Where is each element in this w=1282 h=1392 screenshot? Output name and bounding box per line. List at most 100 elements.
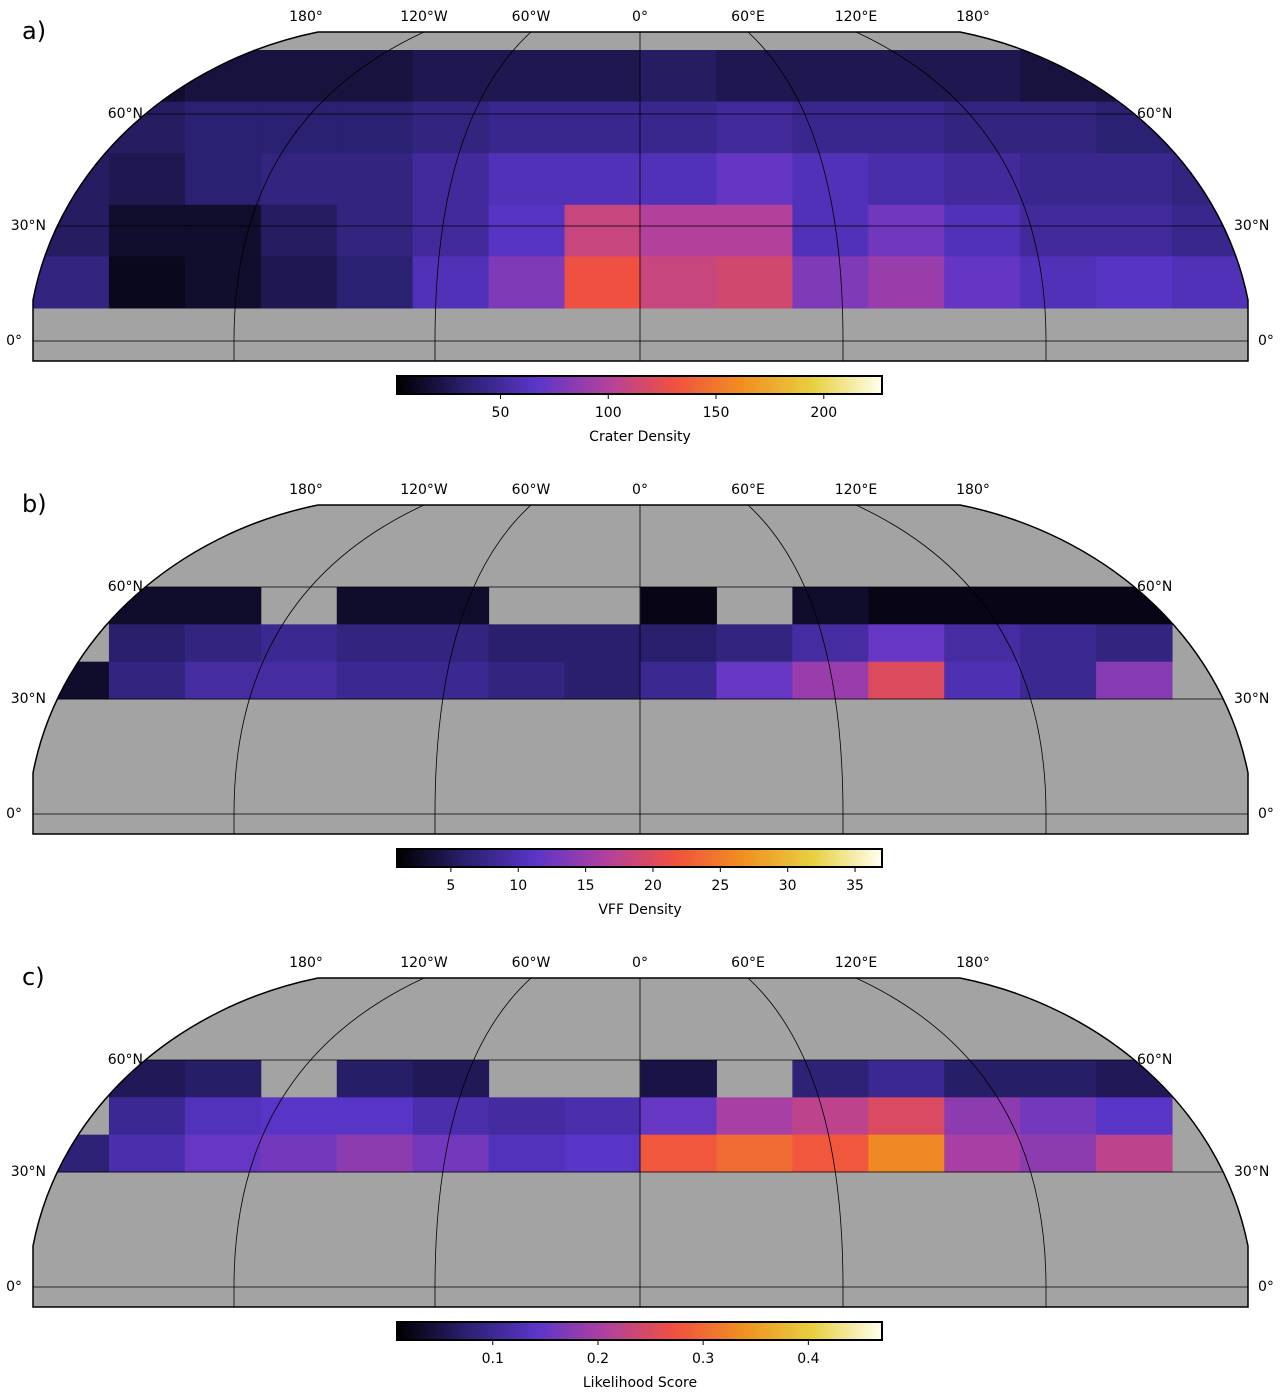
heat-cell bbox=[413, 153, 489, 205]
heat-cell bbox=[944, 1060, 1020, 1098]
heat-cell bbox=[868, 624, 944, 662]
heat-cell bbox=[716, 50, 792, 102]
longitude-label: 180° bbox=[956, 955, 990, 971]
heat-cell bbox=[489, 50, 565, 102]
heat-cell bbox=[1020, 256, 1096, 308]
colorbar-tick-label: 100 bbox=[595, 405, 622, 421]
longitude-label: 180° bbox=[289, 482, 323, 498]
latitude-label: 60°N bbox=[108, 1052, 143, 1068]
heat-cell bbox=[1096, 1135, 1172, 1173]
latitude-label: 60°N bbox=[1137, 106, 1172, 122]
heat-cell bbox=[716, 256, 792, 308]
heat-cell bbox=[1020, 153, 1096, 205]
longitude-label: 120°W bbox=[400, 9, 448, 25]
colorbar-tick-label: 0.3 bbox=[692, 1351, 714, 1367]
heat-cell bbox=[641, 1135, 717, 1173]
heat-cell bbox=[413, 1135, 489, 1173]
longitude-label: 180° bbox=[956, 482, 990, 498]
colorbar-tick-label: 30 bbox=[779, 878, 797, 894]
colorbar-tick-label: 25 bbox=[711, 878, 729, 894]
heat-cell bbox=[261, 50, 337, 102]
heat-cell bbox=[944, 1135, 1020, 1173]
heat-cell bbox=[261, 205, 337, 257]
heat-cell bbox=[944, 102, 1020, 154]
heat-cell bbox=[792, 587, 868, 625]
heat-cell bbox=[868, 50, 944, 102]
heat-cell bbox=[413, 1060, 489, 1098]
heat-cell bbox=[1172, 50, 1248, 102]
heat-cell bbox=[1096, 256, 1172, 308]
latitude-label: 60°N bbox=[1137, 579, 1172, 595]
heat-cell bbox=[413, 587, 489, 625]
heat-cell bbox=[1096, 1097, 1172, 1135]
heat-cell bbox=[109, 662, 185, 700]
heat-cell bbox=[337, 624, 413, 662]
latitude-label: 0° bbox=[6, 1279, 22, 1295]
heat-cell bbox=[489, 624, 565, 662]
heat-cell bbox=[185, 1135, 261, 1173]
heat-cell bbox=[1020, 1135, 1096, 1173]
heat-cell bbox=[261, 662, 337, 700]
heat-cell bbox=[641, 662, 717, 700]
heat-cell bbox=[185, 205, 261, 257]
longitude-label: 120°W bbox=[400, 955, 448, 971]
heat-cell bbox=[716, 662, 792, 700]
colorbar-tick-label: 5 bbox=[446, 878, 455, 894]
heat-cell bbox=[413, 50, 489, 102]
heat-cell bbox=[413, 102, 489, 154]
colorbar-tick-label: 20 bbox=[644, 878, 662, 894]
heat-cell bbox=[565, 256, 641, 308]
heat-cell bbox=[337, 205, 413, 257]
heat-cell bbox=[716, 1135, 792, 1173]
longitude-label: 60°W bbox=[512, 9, 551, 25]
heat-cell bbox=[413, 256, 489, 308]
heat-cell bbox=[944, 256, 1020, 308]
heat-cell bbox=[109, 205, 185, 257]
heat-cell bbox=[1096, 153, 1172, 205]
heat-cell bbox=[944, 50, 1020, 102]
heat-cell bbox=[185, 256, 261, 308]
heat-cell bbox=[261, 1135, 337, 1173]
heat-cell bbox=[868, 205, 944, 257]
heat-cell bbox=[1020, 662, 1096, 700]
heat-cell bbox=[109, 153, 185, 205]
heat-cell bbox=[641, 1097, 717, 1135]
heat-cell bbox=[944, 587, 1020, 625]
latitude-label: 0° bbox=[6, 333, 22, 349]
heat-cell bbox=[337, 1060, 413, 1098]
heat-cell bbox=[565, 50, 641, 102]
colorbar-tick-label: 200 bbox=[810, 405, 837, 421]
heat-cell bbox=[489, 205, 565, 257]
colorbar-label: VFF Density bbox=[598, 902, 681, 918]
heat-cell bbox=[185, 1097, 261, 1135]
latitude-label: 0° bbox=[1258, 333, 1274, 349]
colorbar-tick-label: 10 bbox=[509, 878, 527, 894]
panel-label: b) bbox=[22, 490, 47, 518]
heat-cell bbox=[1020, 102, 1096, 154]
colorbar-tick-label: 50 bbox=[492, 405, 510, 421]
latitude-label: 30°N bbox=[1234, 691, 1269, 707]
longitude-label: 120°E bbox=[835, 482, 878, 498]
colorbar-label: Crater Density bbox=[589, 429, 691, 445]
longitude-label: 60°E bbox=[731, 955, 765, 971]
heat-cell bbox=[868, 256, 944, 308]
heat-cell bbox=[413, 205, 489, 257]
longitude-label: 60°W bbox=[512, 955, 551, 971]
longitude-label: 120°W bbox=[400, 482, 448, 498]
heat-cell bbox=[337, 153, 413, 205]
heat-cell bbox=[641, 587, 717, 625]
heat-cell bbox=[185, 1060, 261, 1098]
heat-cell bbox=[337, 662, 413, 700]
heat-cell bbox=[565, 1097, 641, 1135]
heat-cell bbox=[109, 1097, 185, 1135]
heat-cell bbox=[868, 662, 944, 700]
colorbar-tick-label: 0.1 bbox=[482, 1351, 504, 1367]
longitude-label: 120°E bbox=[835, 955, 878, 971]
heat-cell bbox=[868, 587, 944, 625]
colorbar-tick-label: 35 bbox=[846, 878, 864, 894]
heat-cell bbox=[944, 1097, 1020, 1135]
heat-cell bbox=[1172, 256, 1248, 308]
heat-cell bbox=[261, 256, 337, 308]
latitude-label: 30°N bbox=[11, 691, 46, 707]
